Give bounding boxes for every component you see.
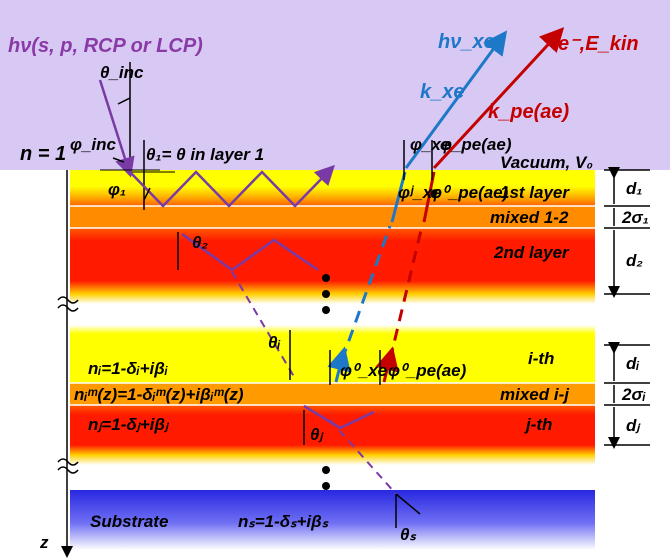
- theta1-label: θ₁= θ in layer 1: [146, 145, 264, 164]
- theta-inc-label: θ_inc: [100, 63, 144, 82]
- sigmai-label: 2σᵢ: [621, 385, 646, 404]
- zigzag-ray-layer1: [129, 164, 335, 208]
- phi-pe-label: φ_pe(ae): [440, 135, 512, 154]
- ni-equation: nᵢ=1-δᵢ+iβᵢ: [88, 359, 168, 378]
- mixed-i-j-label: mixed i-j: [500, 385, 570, 404]
- incident-photon-label: hν(s, p, RCP or LCP): [8, 35, 203, 57]
- layer-1-label: 1st layer: [500, 183, 570, 202]
- layer-j: [70, 405, 595, 455]
- thetaj-label: θⱼ: [310, 425, 324, 444]
- ray-layer-j: [303, 404, 375, 430]
- layer-j-label: j-th: [524, 415, 552, 434]
- phi-pe-0-label: φ⁰_pe(ae): [430, 183, 509, 202]
- substrate-label: Substrate: [90, 512, 168, 531]
- axis-break-mark: [57, 458, 79, 474]
- substrate-ray: [395, 493, 421, 515]
- d1-label: d₁: [626, 179, 642, 198]
- continuation-dot: [322, 306, 330, 314]
- k-xe-label: k_xe: [420, 81, 465, 103]
- sigma1-label: 2σ₁: [621, 208, 649, 227]
- dj-label: dⱼ: [626, 416, 641, 435]
- electron-label: e⁻,E_kin: [558, 33, 639, 55]
- mixed-1-2-label: mixed 1-2: [490, 208, 569, 227]
- xray-emission-layeri: [327, 346, 351, 383]
- continuation-dot: [322, 482, 330, 490]
- electron-emission-layer1: [422, 171, 436, 223]
- continuation-dot: [322, 466, 330, 474]
- thickness-brackets: [604, 170, 650, 445]
- z-axis-label: z: [39, 533, 49, 552]
- phi1-arc: [143, 187, 151, 201]
- ray-dashed-down: [231, 271, 297, 381]
- fade-gap-1: [70, 294, 595, 304]
- thetai-label: θᵢ: [268, 333, 280, 352]
- mixed-1-2: [70, 206, 595, 228]
- electron-emission-layeri: [375, 346, 399, 383]
- continuation-dot: [322, 274, 330, 282]
- phi-xe-j-label: φʲ_xe: [398, 183, 442, 202]
- k-pe-label: k_pe(ae): [488, 101, 569, 123]
- thetas-label: θₛ: [400, 525, 416, 544]
- ray-layer2: [181, 232, 319, 272]
- substrate: [70, 490, 595, 550]
- layer-2: [70, 228, 595, 294]
- electron-emission-dashed: [388, 225, 424, 361]
- layer-i-label: i-th: [528, 349, 554, 368]
- phi-inc-label: φ_inc: [70, 135, 117, 154]
- phi-xe-0-label: φ⁰_xe: [340, 361, 387, 380]
- continuation-dot: [322, 290, 330, 298]
- xray-emission-ray: [404, 30, 508, 169]
- layer-2-label: 2nd layer: [493, 243, 570, 262]
- phi-pe-0b-label: φ⁰_pe(ae): [388, 361, 467, 380]
- fade-gap-2: [70, 455, 595, 465]
- xray-emission-dashed: [340, 225, 392, 361]
- mixed-i-j: [70, 383, 595, 405]
- refractive-index-vacuum-label: n = 1: [20, 143, 66, 165]
- phi-xe-label: φ_xe: [410, 135, 450, 154]
- xray-emission-layer1: [390, 171, 407, 223]
- theta2-label: θ₂: [192, 233, 208, 252]
- phi1-label: φ₁: [108, 180, 126, 199]
- xray-photon-label: hν_xe: [438, 31, 495, 53]
- ns-equation: nₛ=1-δₛ+iβₛ: [238, 512, 329, 531]
- phi-inc-arc: [112, 157, 125, 163]
- electron-emission-ray: [432, 27, 565, 170]
- vacuum-label: Vacuum, V₀: [500, 153, 593, 172]
- incident-ray: [98, 79, 135, 178]
- nim-equation: nᵢᵐ(z)=1-δᵢᵐ(z)+iβᵢᵐ(z): [74, 385, 244, 404]
- nj-equation: nⱼ=1-δⱼ+iβⱼ: [88, 415, 170, 434]
- ray-dashed-substrate: [329, 419, 397, 495]
- d2-label: d₂: [626, 251, 643, 270]
- axis-break-mark: [57, 296, 79, 312]
- theta-inc-arc: [117, 97, 131, 105]
- di-label: dᵢ: [626, 354, 639, 373]
